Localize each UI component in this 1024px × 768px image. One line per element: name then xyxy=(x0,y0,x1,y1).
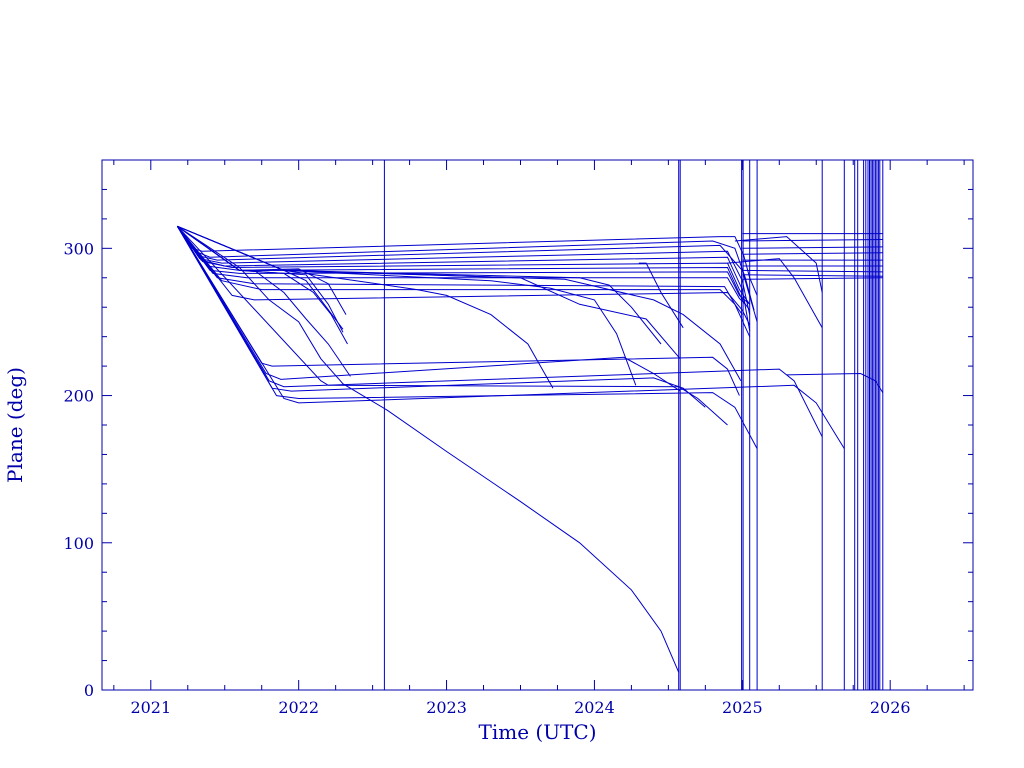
series-line-26 xyxy=(177,225,681,360)
series-line-8 xyxy=(177,225,746,305)
y-tick-label: 200 xyxy=(63,387,94,406)
y-tick-label: 100 xyxy=(63,534,94,553)
x-axis-label: Time (UTC) xyxy=(479,720,597,744)
series-line-35 xyxy=(742,246,883,249)
series-line-29 xyxy=(177,225,680,673)
series-line-41 xyxy=(742,277,883,280)
y-tick-label: 0 xyxy=(84,681,94,700)
series-line-10 xyxy=(177,225,751,337)
y-tick-label: 300 xyxy=(63,239,94,258)
series-line-14 xyxy=(176,226,823,438)
x-tick-label: 2025 xyxy=(722,698,763,717)
series-line-18 xyxy=(177,225,728,426)
series-line-16 xyxy=(176,226,758,449)
series-line-36 xyxy=(742,252,883,255)
axis-ticks xyxy=(102,159,973,691)
tick-labels: 0 100 200 300 2021 2022 2023 2024 2025 2026 xyxy=(63,239,910,717)
series-line-28 xyxy=(177,225,742,382)
series-line-40 xyxy=(742,274,883,277)
x-tick-label: 2022 xyxy=(278,698,319,717)
chart-marks xyxy=(176,160,884,690)
series-line-31 xyxy=(727,258,823,329)
x-tick-label: 2023 xyxy=(426,698,467,717)
series-line-39 xyxy=(742,269,883,273)
series-line-23 xyxy=(177,225,344,330)
series-line-34 xyxy=(742,239,883,242)
series-line-32 xyxy=(638,262,684,329)
series-line-4 xyxy=(176,226,751,331)
x-tick-label: 2021 xyxy=(130,698,171,717)
x-tick-label: 2024 xyxy=(574,698,615,717)
y-axis-label: Plane (deg) xyxy=(3,367,27,483)
series-line-13 xyxy=(176,226,681,392)
series-line-19 xyxy=(177,225,351,377)
series-line-30 xyxy=(734,236,823,293)
x-tick-label: 2026 xyxy=(870,698,911,717)
series-line-17 xyxy=(176,226,845,449)
